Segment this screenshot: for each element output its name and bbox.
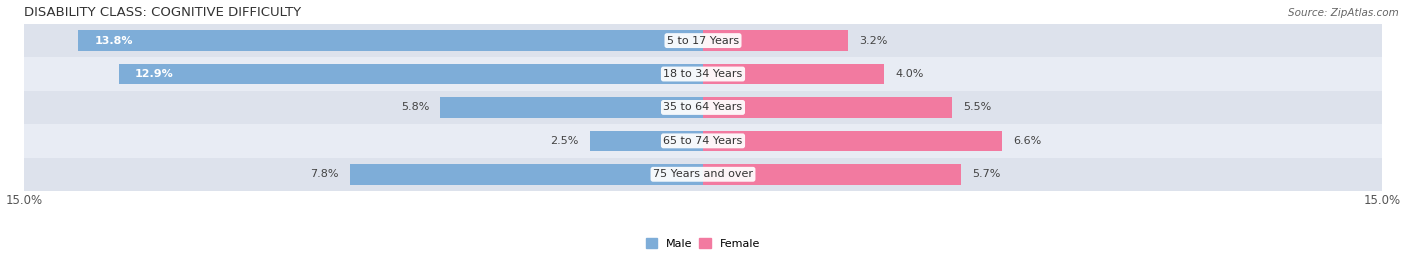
Bar (79, 30, 703, 51)
Bar (703, 30, 848, 51)
Bar (703, 97, 952, 118)
Text: 2.5%: 2.5% (550, 136, 578, 146)
Text: 5.8%: 5.8% (401, 102, 429, 112)
Text: 5 to 17 Years: 5 to 17 Years (666, 36, 740, 46)
Text: 13.8%: 13.8% (94, 36, 132, 46)
Text: 7.8%: 7.8% (311, 169, 339, 179)
Bar (24, 24, 1382, 57)
Text: 6.6%: 6.6% (1012, 136, 1042, 146)
Text: 12.9%: 12.9% (135, 69, 174, 79)
Text: DISABILITY CLASS: COGNITIVE DIFFICULTY: DISABILITY CLASS: COGNITIVE DIFFICULTY (24, 6, 301, 19)
Text: 18 to 34 Years: 18 to 34 Years (664, 69, 742, 79)
Bar (440, 97, 703, 118)
Bar (591, 130, 703, 151)
Bar (350, 164, 703, 185)
Text: 35 to 64 Years: 35 to 64 Years (664, 102, 742, 112)
Bar (703, 130, 1001, 151)
Text: 75 Years and over: 75 Years and over (652, 169, 754, 179)
Bar (120, 64, 703, 85)
Bar (703, 164, 960, 185)
Bar (24, 57, 1382, 91)
Text: Source: ZipAtlas.com: Source: ZipAtlas.com (1288, 8, 1399, 18)
Text: 5.5%: 5.5% (963, 102, 991, 112)
Text: 65 to 74 Years: 65 to 74 Years (664, 136, 742, 146)
Text: 4.0%: 4.0% (896, 69, 924, 79)
Bar (703, 64, 884, 85)
Legend: Male, Female: Male, Female (647, 238, 759, 249)
Text: 5.7%: 5.7% (973, 169, 1001, 179)
Text: 3.2%: 3.2% (859, 36, 887, 46)
Bar (24, 124, 1382, 158)
Bar (24, 91, 1382, 124)
Bar (24, 158, 1382, 191)
